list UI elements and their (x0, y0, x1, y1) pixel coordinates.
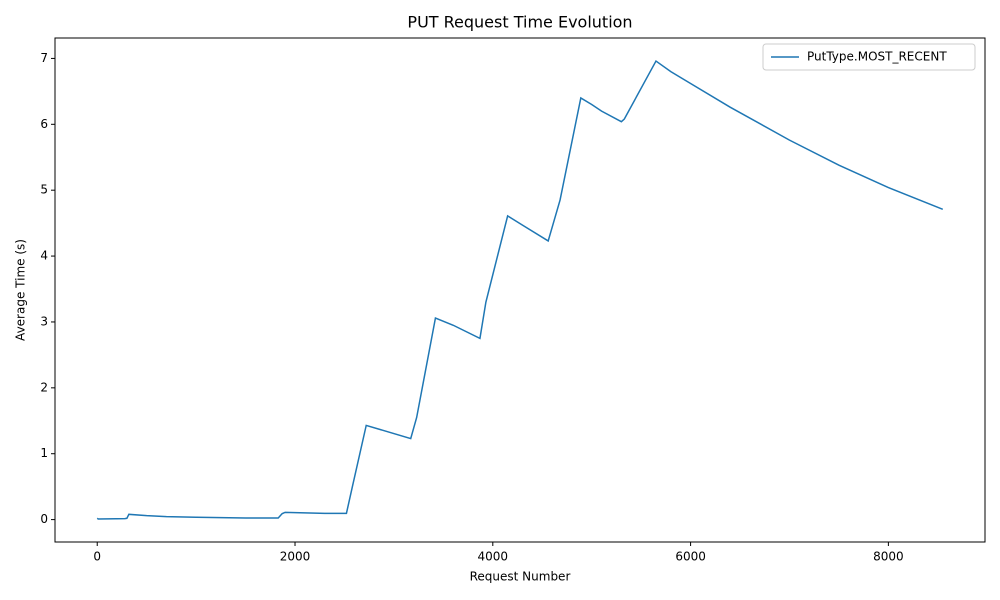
y-tick-label: 6 (40, 117, 48, 131)
y-tick-label: 2 (40, 380, 48, 394)
chart-title: PUT Request Time Evolution (407, 13, 632, 32)
y-tick-label: 0 (40, 512, 48, 526)
x-tick-label: 8000 (873, 550, 904, 564)
x-tick-label: 4000 (478, 550, 509, 564)
data-line (96, 59, 944, 520)
y-axis-label: Average Time (s) (14, 239, 28, 341)
legend-box (762, 43, 976, 71)
x-tick-label: 6000 (675, 550, 706, 564)
y-tick-label: 4 (40, 249, 48, 263)
x-tick-label: 2000 (280, 550, 311, 564)
x-tick-label: 0 (93, 550, 101, 564)
y-tick-label: 3 (40, 314, 48, 328)
legend-label: PutType.MOST_RECENT (807, 50, 947, 64)
x-axis-label: Request Number (470, 570, 571, 584)
y-tick-label: 7 (40, 51, 48, 65)
y-tick-label: 1 (40, 446, 48, 460)
plot-frame (54, 37, 986, 543)
y-tick-label: 5 (40, 183, 48, 197)
